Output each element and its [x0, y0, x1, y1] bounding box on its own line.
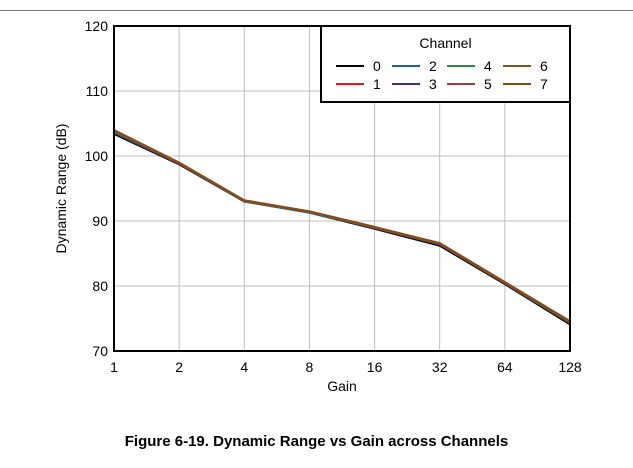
series-line-channel-3	[113, 131, 571, 324]
series-layer	[113, 129, 571, 326]
x-tick-label: 64	[497, 359, 513, 375]
legend-layer: Channel 0 2 4 6 1 3 5 7	[320, 25, 571, 103]
legend-label-channel-0: 0	[373, 58, 381, 74]
y-tick-label: 80	[92, 278, 108, 294]
legend-label-channel-3: 3	[429, 76, 437, 92]
figure-caption: Figure 6-19. Dynamic Range vs Gain acros…	[124, 433, 509, 450]
x-tick-label: 16	[367, 359, 383, 375]
x-tick-label: 1	[110, 359, 118, 375]
y-tick-label: 90	[92, 213, 108, 229]
legend-label-channel-1: 1	[373, 76, 381, 92]
series-line-channel-2	[113, 131, 571, 324]
series-line-channel-7	[113, 129, 571, 322]
legend-label-channel-7: 7	[540, 76, 548, 92]
x-tick-label: 8	[306, 359, 314, 375]
y-tick-label: 110	[86, 83, 109, 99]
x-tick-label: 2	[175, 359, 183, 375]
series-line-channel-0	[113, 132, 571, 326]
legend-label-channel-6: 6	[540, 58, 548, 74]
legend-label-channel-2: 2	[429, 58, 437, 74]
series-line-channel-4	[113, 130, 571, 324]
y-axis-title: Dynamic Range (dB)	[53, 124, 69, 254]
y-tick-label: 70	[92, 343, 108, 359]
series-line-channel-5	[113, 129, 571, 323]
x-tick-label: 32	[432, 359, 448, 375]
series-line-channel-6	[113, 129, 571, 323]
x-tick-label: 4	[240, 359, 248, 375]
x-axis-title: Gain	[327, 378, 357, 394]
y-tick-label: 120	[85, 18, 109, 34]
legend-box	[320, 25, 571, 103]
x-tick-label: 128	[558, 359, 582, 375]
top-rule	[0, 10, 633, 11]
legend-label-channel-5: 5	[484, 76, 492, 92]
legend-title: Channel	[419, 35, 471, 51]
y-tick-label: 100	[85, 148, 109, 164]
series-line-channel-1	[113, 130, 571, 324]
legend-label-channel-4: 4	[484, 58, 492, 74]
